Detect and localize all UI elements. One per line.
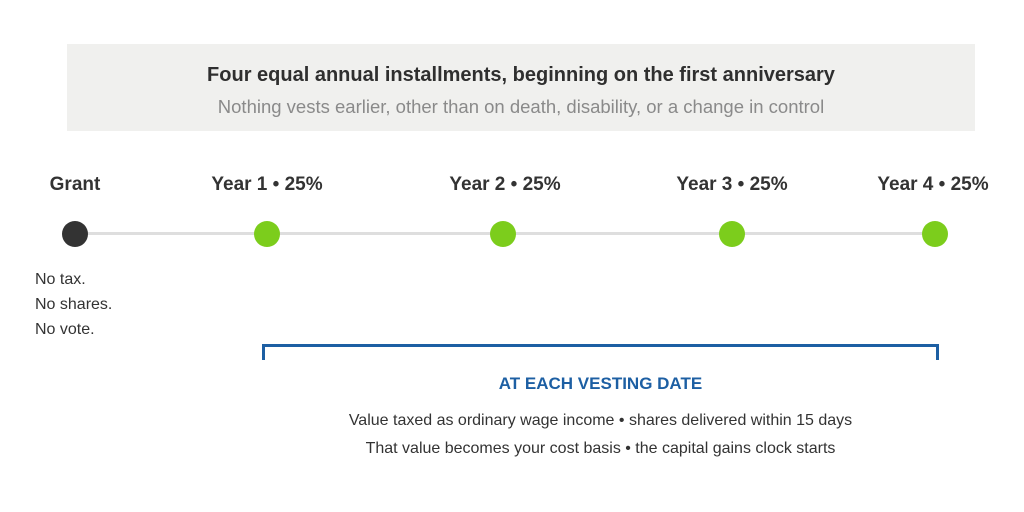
vest-marker-year-1 [254, 221, 280, 247]
timeline-label-year-2: Year 2 • 25% [449, 174, 561, 195]
vest-marker-year-2 [490, 221, 516, 247]
header-subtitle: Nothing vests earlier, other than on dea… [217, 96, 825, 117]
timeline-label-year-1: Year 1 • 25% [211, 174, 323, 195]
grant-note: No vote. [35, 321, 95, 338]
vesting-bracket [262, 344, 939, 360]
grant-note: No tax. [35, 271, 86, 288]
header-banner: Four equal annual installments, beginnin… [67, 44, 975, 131]
grant-marker [62, 221, 88, 247]
vest-marker-year-4 [922, 221, 948, 247]
vesting-detail-line: That value becomes your cost basis • the… [365, 440, 836, 457]
vesting-detail-line: Value taxed as ordinary wage income • sh… [348, 412, 853, 429]
vest-marker-year-3 [719, 221, 745, 247]
header-title: Four equal annual installments, beginnin… [207, 64, 835, 86]
timeline-label-year-4: Year 4 • 25% [877, 174, 989, 195]
grant-note: No shares. [35, 296, 113, 313]
timeline-label-year-3: Year 3 • 25% [676, 174, 788, 195]
vesting-heading: AT EACH VESTING DATE [498, 374, 703, 393]
grant-notes: No tax. No shares. No vote. [35, 267, 112, 342]
timeline-label-grant: Grant [49, 174, 101, 195]
